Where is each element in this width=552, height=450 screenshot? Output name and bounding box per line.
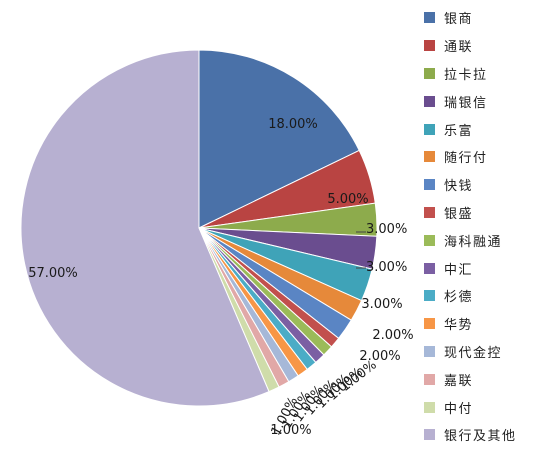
legend-item: 中汇: [424, 254, 550, 282]
legend-item: 中付: [424, 393, 550, 421]
legend-item: 银行及其他: [424, 421, 550, 449]
pie-slice: [20, 49, 270, 407]
legend-swatch: [424, 40, 435, 52]
legend-item: 银商: [424, 4, 550, 32]
legend-item: 快钱: [424, 171, 550, 199]
legend-label: 华势: [444, 318, 474, 334]
legend-label: 现代金控: [444, 345, 503, 361]
legend-label: 嘉联: [444, 373, 474, 389]
slice-data-label: 18.00%: [268, 117, 318, 132]
legend-item: 杉德: [424, 282, 550, 310]
legend-label: 银盛: [444, 206, 474, 222]
legend-item: 海科融通: [424, 226, 550, 254]
legend-item: 现代金控: [424, 338, 550, 366]
slice-data-label: 3.00%: [361, 297, 402, 312]
legend-item: 嘉联: [424, 365, 550, 393]
legend-swatch: [424, 95, 435, 107]
legend-label: 瑞银信: [444, 95, 488, 111]
legend-swatch: [424, 234, 435, 246]
pie-slice: [198, 49, 360, 229]
legend-label: 随行付: [444, 151, 488, 167]
legend-label: 乐富: [444, 123, 474, 139]
legend-swatch: [424, 206, 435, 218]
legend-label: 银行及其他: [444, 429, 517, 445]
slice-data-label: 3.00%: [366, 222, 407, 237]
legend-swatch: [424, 12, 435, 24]
legend-swatch: [424, 179, 435, 191]
legend-label: 中汇: [444, 262, 474, 278]
legend-label: 中付: [444, 401, 474, 417]
slice-data-label: 3.00%: [366, 260, 407, 275]
legend-swatch: [424, 318, 435, 330]
legend-item: 乐富: [424, 115, 550, 143]
legend-item: 银盛: [424, 199, 550, 227]
legend-swatch: [424, 123, 435, 135]
legend-label: 通联: [444, 40, 474, 56]
legend-swatch: [424, 401, 435, 413]
legend: 银商通联拉卡拉瑞银信乐富随行付快钱银盛海科融通中汇杉德华势现代金控嘉联中付银行及…: [424, 4, 550, 449]
legend-label: 杉德: [444, 290, 474, 306]
legend-item: 华势: [424, 310, 550, 338]
legend-item: 随行付: [424, 143, 550, 171]
legend-swatch: [424, 373, 435, 385]
slice-data-label: 1.00%: [270, 423, 311, 438]
legend-swatch: [424, 345, 435, 357]
legend-label: 海科融通: [444, 234, 503, 250]
legend-swatch: [424, 151, 435, 163]
legend-swatch: [424, 67, 435, 79]
legend-item: 拉卡拉: [424, 60, 550, 88]
slice-data-label: 5.00%: [327, 192, 368, 207]
legend-label: 快钱: [444, 179, 474, 195]
legend-label: 银商: [444, 12, 474, 28]
slice-data-label: 2.00%: [372, 328, 413, 343]
legend-label: 拉卡拉: [444, 67, 488, 83]
legend-swatch: [424, 290, 435, 302]
legend-item: 通联: [424, 32, 550, 60]
legend-item: 瑞银信: [424, 87, 550, 115]
slice-data-label: 2.00%: [359, 349, 400, 364]
legend-swatch: [424, 429, 435, 441]
slice-data-label: 57.00%: [28, 266, 78, 281]
legend-swatch: [424, 262, 435, 274]
